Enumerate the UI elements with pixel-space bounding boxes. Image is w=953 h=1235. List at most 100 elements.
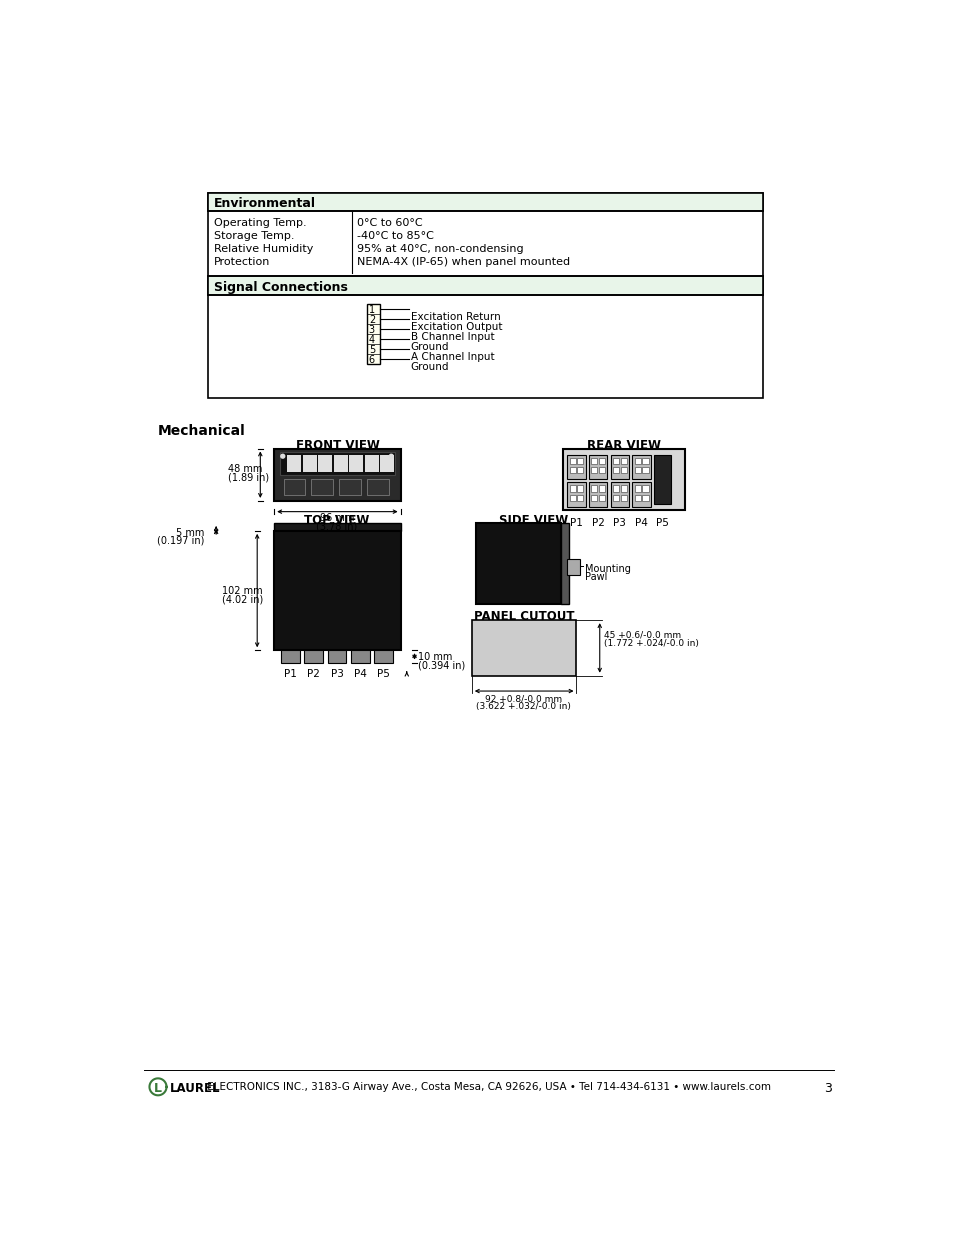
Bar — [641, 467, 648, 473]
Bar — [577, 458, 583, 464]
Bar — [567, 559, 579, 574]
Bar — [598, 495, 604, 501]
Text: ELECTRONICS INC., 3183-G Airway Ave., Costa Mesa, CA 92626, USA • Tel 714-434-61: ELECTRONICS INC., 3183-G Airway Ave., Co… — [204, 1082, 771, 1092]
Bar — [569, 458, 575, 464]
Text: NEMA-4X (IP-65) when panel mounted: NEMA-4X (IP-65) when panel mounted — [356, 257, 570, 267]
Bar — [634, 495, 640, 501]
Bar — [641, 495, 648, 501]
Text: Storage Temp.: Storage Temp. — [213, 231, 294, 241]
Text: 45 +0.6/-0.0 mm: 45 +0.6/-0.0 mm — [603, 631, 680, 640]
Bar — [634, 467, 640, 473]
Text: Mechanical: Mechanical — [158, 424, 246, 438]
Text: P1: P1 — [284, 668, 296, 679]
Text: Excitation Return: Excitation Return — [410, 311, 500, 322]
Text: P5: P5 — [656, 517, 668, 527]
Bar — [569, 467, 575, 473]
Bar — [588, 454, 607, 479]
Bar — [208, 193, 762, 211]
Bar — [612, 495, 618, 501]
Bar — [318, 456, 332, 472]
Text: Pawl: Pawl — [584, 573, 607, 583]
Bar — [620, 467, 626, 473]
Text: (1.89 in): (1.89 in) — [228, 472, 269, 483]
Text: -40°C to 85°C: -40°C to 85°C — [356, 231, 434, 241]
Text: 96 mm: 96 mm — [319, 514, 354, 524]
Text: Relative Humidity: Relative Humidity — [213, 243, 313, 253]
Text: P2: P2 — [591, 517, 604, 527]
Text: (3.622 +.032/-0.0 in): (3.622 +.032/-0.0 in) — [476, 701, 571, 711]
Text: P3: P3 — [613, 517, 626, 527]
Bar — [274, 531, 400, 651]
Bar — [598, 485, 604, 492]
Bar — [654, 454, 670, 504]
Bar — [591, 467, 597, 473]
Bar — [569, 495, 575, 501]
Bar — [632, 454, 650, 479]
Bar — [591, 495, 597, 501]
Text: (3.78 in): (3.78 in) — [316, 521, 357, 531]
Text: P1: P1 — [570, 517, 582, 527]
Text: L: L — [153, 1082, 162, 1095]
Bar — [577, 495, 583, 501]
Bar — [567, 483, 585, 508]
Bar — [311, 479, 333, 495]
Bar — [367, 479, 389, 495]
Text: P4: P4 — [635, 517, 647, 527]
Bar — [560, 524, 568, 604]
Text: P3: P3 — [331, 668, 343, 679]
Bar — [365, 456, 378, 472]
Text: 95% at 40°C, non-condensing: 95% at 40°C, non-condensing — [356, 243, 523, 253]
Bar — [632, 483, 650, 508]
Bar — [634, 458, 640, 464]
Bar — [287, 456, 301, 472]
Text: FRONT VIEW: FRONT VIEW — [295, 440, 379, 452]
Text: Protection: Protection — [213, 257, 270, 267]
Text: Operating Temp.: Operating Temp. — [213, 217, 306, 227]
Bar — [620, 458, 626, 464]
Bar — [281, 651, 299, 662]
Bar — [279, 452, 395, 475]
Text: Signal Connections: Signal Connections — [213, 280, 347, 294]
Bar — [367, 304, 379, 364]
Bar — [620, 485, 626, 492]
Bar — [208, 275, 762, 294]
Text: 6: 6 — [369, 356, 375, 366]
Bar — [339, 479, 360, 495]
Text: B Channel Input: B Channel Input — [410, 332, 494, 342]
Bar — [591, 458, 597, 464]
Bar — [610, 454, 629, 479]
Bar — [641, 458, 648, 464]
Text: REAR VIEW: REAR VIEW — [586, 440, 660, 452]
Text: P2: P2 — [307, 668, 320, 679]
Bar — [283, 479, 305, 495]
Text: P4: P4 — [354, 668, 366, 679]
Bar — [380, 456, 394, 472]
Text: SIDE VIEW: SIDE VIEW — [498, 514, 568, 527]
Text: Environmental: Environmental — [213, 198, 315, 210]
Circle shape — [280, 454, 284, 458]
Text: 10 mm: 10 mm — [418, 652, 453, 662]
Bar — [577, 467, 583, 473]
Text: 5: 5 — [369, 346, 375, 356]
Bar — [598, 458, 604, 464]
Text: LAUREL: LAUREL — [170, 1082, 220, 1095]
Bar — [610, 483, 629, 508]
Text: PANEL CUTOUT: PANEL CUTOUT — [473, 610, 574, 624]
Text: 4: 4 — [369, 336, 375, 346]
Text: 3: 3 — [823, 1082, 831, 1095]
Text: (4.02 in): (4.02 in) — [222, 595, 263, 605]
Text: P5: P5 — [376, 668, 390, 679]
Text: (0.197 in): (0.197 in) — [157, 536, 204, 546]
Text: (1.772 +.024/-0.0 in): (1.772 +.024/-0.0 in) — [603, 640, 698, 648]
Bar — [598, 467, 604, 473]
Bar — [612, 467, 618, 473]
Bar — [472, 620, 576, 676]
Text: 48 mm: 48 mm — [228, 464, 262, 474]
Bar — [334, 456, 348, 472]
Text: Ground: Ground — [410, 362, 449, 372]
Bar — [374, 651, 393, 662]
Text: TOP VIEW: TOP VIEW — [304, 514, 370, 527]
Text: 92 +0.8/-0.0 mm: 92 +0.8/-0.0 mm — [485, 694, 561, 703]
Bar — [612, 458, 618, 464]
Bar — [274, 524, 400, 531]
